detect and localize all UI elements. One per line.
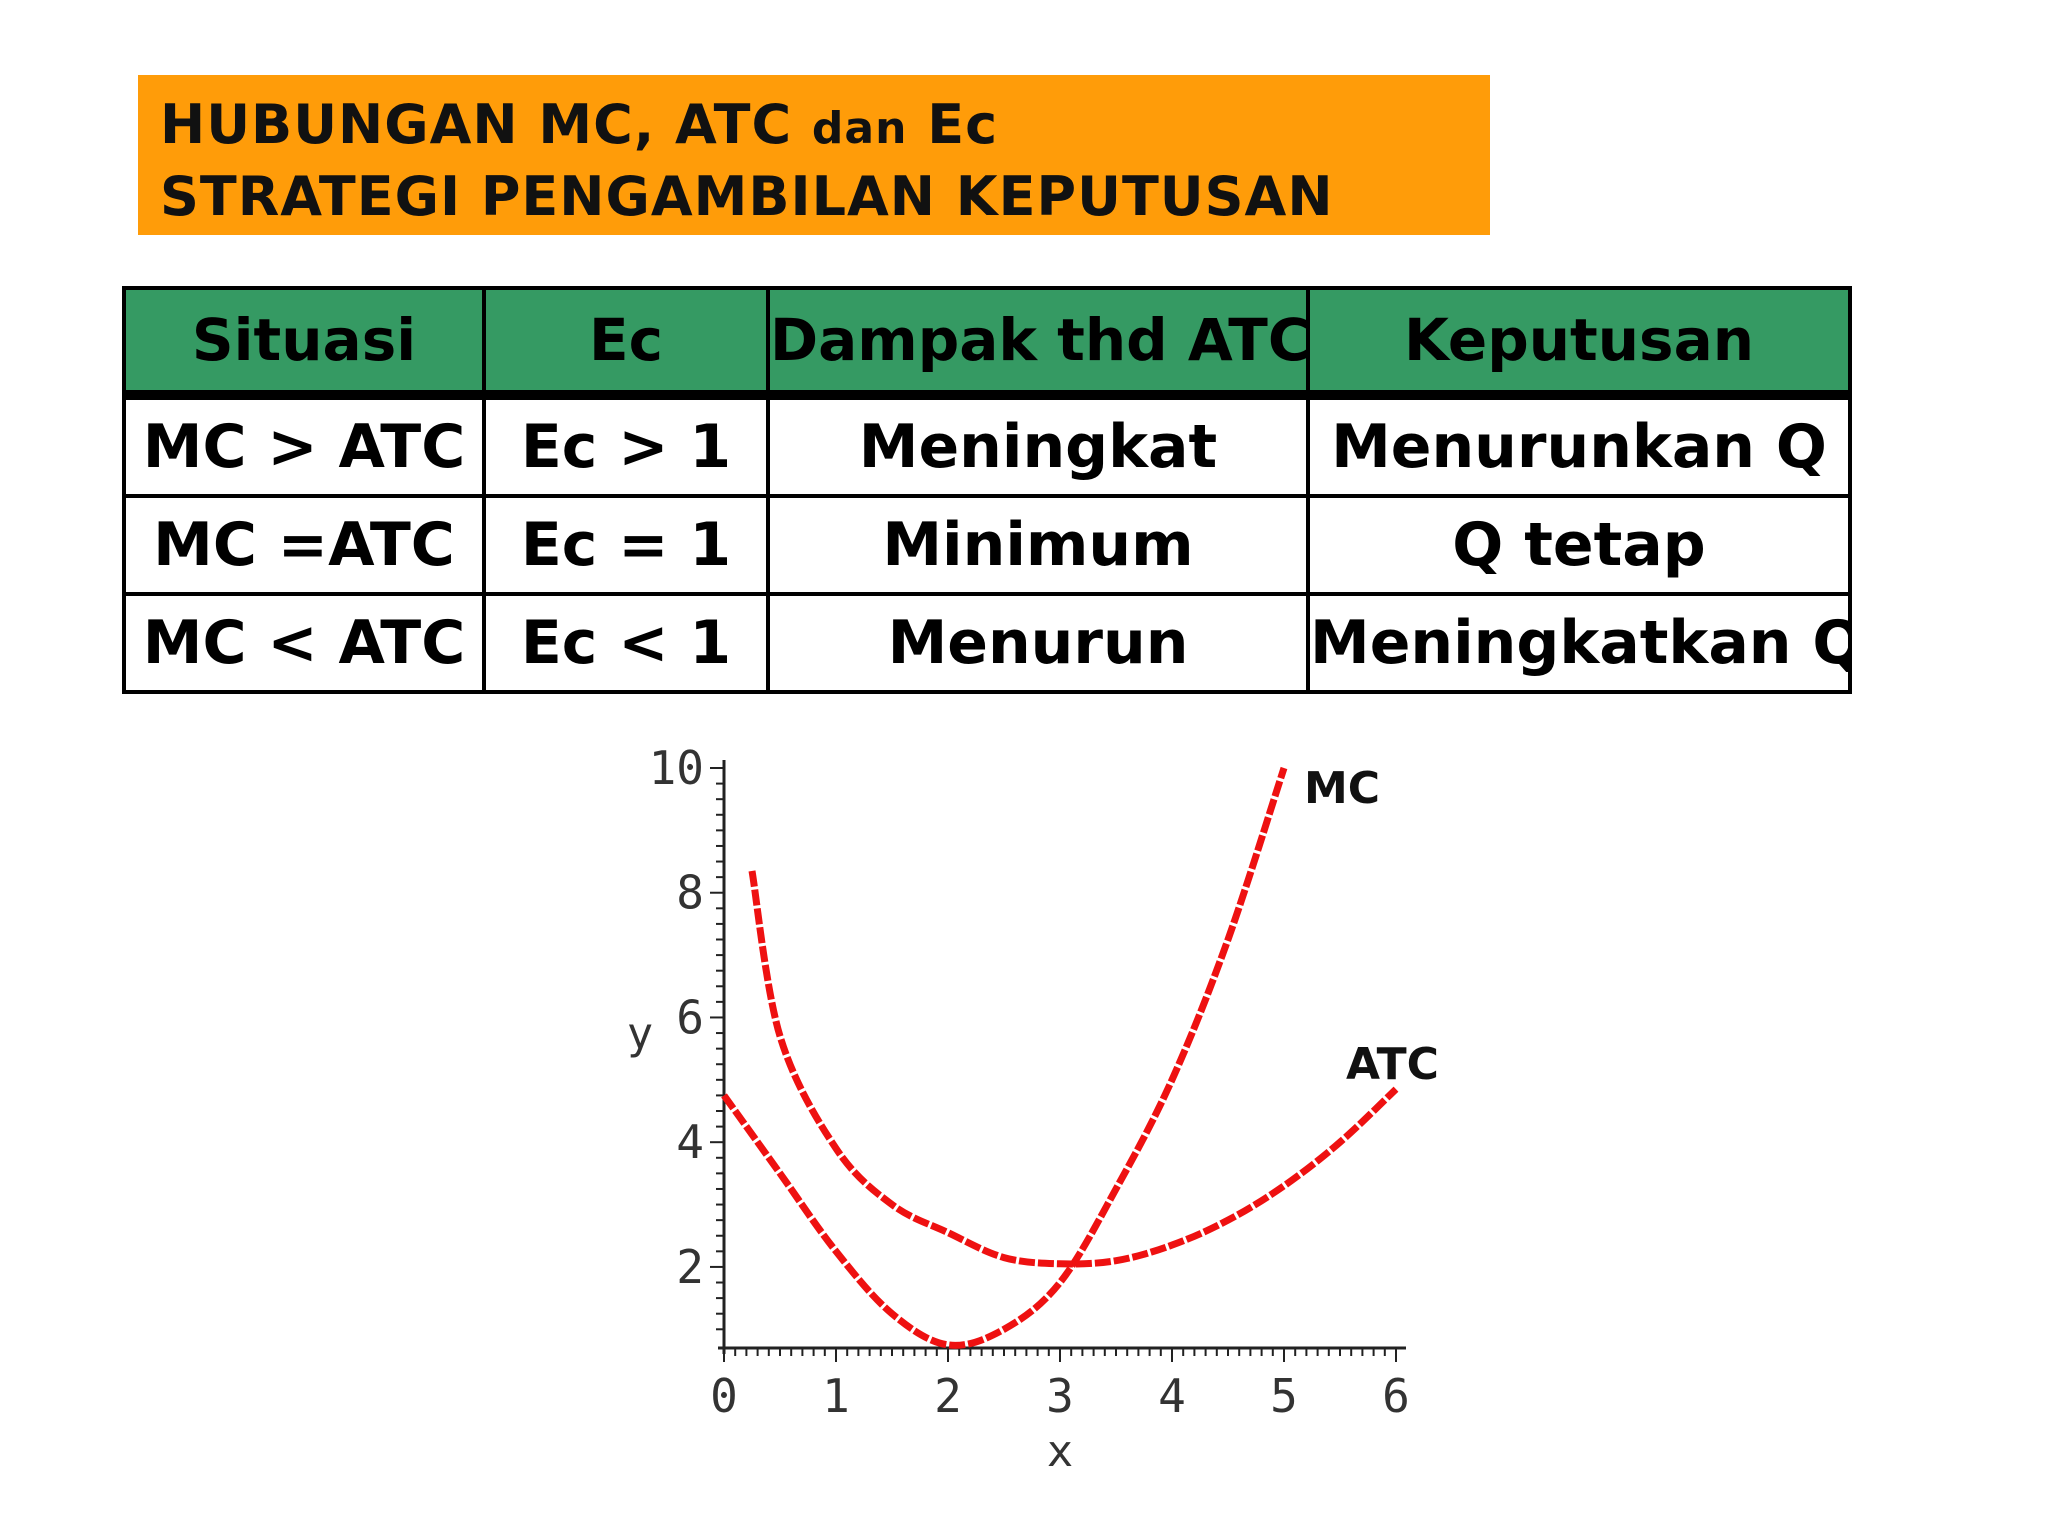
cell-situasi: MC =ATC bbox=[122, 494, 486, 596]
header-situasi: Situasi bbox=[122, 286, 486, 400]
title-line-2: STRATEGI PENGAMBILAN KEPUTUSAN bbox=[160, 165, 1334, 228]
cell-situasi: MC < ATC bbox=[122, 592, 486, 694]
table-row: MC < ATC Ec < 1 Menurun Meningkatkan Q bbox=[122, 592, 1852, 694]
mc-series-label: MC bbox=[1304, 763, 1380, 814]
y-tick-label: 4 bbox=[676, 1115, 704, 1169]
x-tick-label: 6 bbox=[1382, 1369, 1410, 1423]
cell-keputusan: Menurunkan Q bbox=[1306, 393, 1852, 498]
cell-ec: Ec > 1 bbox=[482, 393, 770, 498]
header-dampak: Dampak thd ATC bbox=[766, 286, 1310, 400]
x-tick-label: 0 bbox=[710, 1369, 738, 1423]
cell-ec: Ec = 1 bbox=[482, 494, 770, 596]
header-ec: Ec bbox=[482, 286, 770, 400]
table-row: MC > ATC Ec > 1 Meningkat Menurunkan Q bbox=[122, 393, 1852, 498]
cell-dampak: Minimum bbox=[766, 494, 1310, 596]
y-tick-label: 8 bbox=[676, 866, 704, 920]
mc-curve bbox=[721, 766, 1288, 1349]
cost-curves-chart: 0 1 2 3 4 5 6 2 4 6 8 10 x y MC ATC bbox=[627, 741, 1439, 1477]
atc-series-label: ATC bbox=[1346, 1039, 1439, 1090]
y-axis-label: y bbox=[627, 1009, 654, 1060]
x-tick-label: 2 bbox=[934, 1369, 962, 1423]
y-tick-label: 10 bbox=[649, 741, 704, 795]
table-row: MC =ATC Ec = 1 Minimum Q tetap bbox=[122, 494, 1852, 596]
y-tick-label: 2 bbox=[676, 1240, 704, 1294]
cell-ec: Ec < 1 bbox=[482, 592, 770, 694]
x-axis-label: x bbox=[1047, 1426, 1074, 1477]
title-line-1: HUBUNGAN MC, ATC dan Ec bbox=[160, 93, 999, 156]
cell-situasi: MC > ATC bbox=[122, 393, 486, 498]
cell-dampak: Menurun bbox=[766, 592, 1310, 694]
atc-curve bbox=[748, 870, 1399, 1268]
cell-keputusan: Meningkatkan Q bbox=[1306, 592, 1852, 694]
table-header-row: Situasi Ec Dampak thd ATC Keputusan bbox=[122, 286, 1852, 400]
x-tick-label: 3 bbox=[1046, 1369, 1074, 1423]
title-banner: HUBUNGAN MC, ATC dan Ec STRATEGI PENGAMB… bbox=[138, 75, 1490, 235]
x-tick-label: 1 bbox=[822, 1369, 850, 1423]
cell-dampak: Meningkat bbox=[766, 393, 1310, 498]
header-keputusan: Keputusan bbox=[1306, 286, 1852, 400]
y-tick-label: 6 bbox=[676, 990, 704, 1044]
x-tick-label: 4 bbox=[1158, 1369, 1186, 1423]
decision-table: Situasi Ec Dampak thd ATC Keputusan MC >… bbox=[122, 286, 1852, 694]
x-tick-label: 5 bbox=[1270, 1369, 1298, 1423]
cell-keputusan: Q tetap bbox=[1306, 494, 1852, 596]
